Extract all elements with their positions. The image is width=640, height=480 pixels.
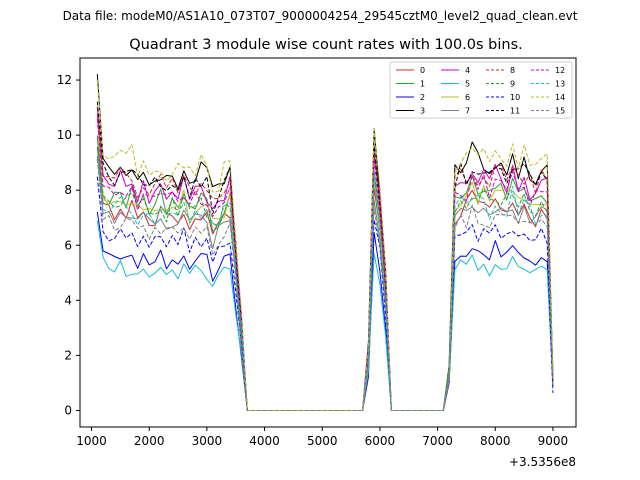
legend-box [389,61,573,119]
x-tick-label: 1000 [76,434,107,448]
plot-area: 1000 2000 3000 4000 5000 6000 7000 8000 9000 0 2 4 6… [57,57,577,448]
x-tick-label: 2000 [134,434,165,448]
x-offset-label: +3.5356e8 [509,455,576,469]
legend-label-2: 2 [420,93,425,102]
axes-frame [79,57,577,428]
x-tick-label: 5000 [307,434,338,448]
y-tick-label: 2 [64,348,72,362]
legend-label-7: 7 [465,107,470,116]
x-tick-label: 8000 [480,434,511,448]
x-tick-label: 3000 [192,434,223,448]
x-tick-label: 9000 [538,434,569,448]
legend-label-15: 15 [555,107,565,116]
series-line-15 [96,158,554,411]
legend-label-5: 5 [465,80,470,89]
legend-label-6: 6 [465,93,470,102]
legend-label-14: 14 [555,93,565,102]
legend-label-12: 12 [555,66,565,75]
series-line-0 [96,146,554,411]
series-line-3 [96,74,554,411]
series-line-6 [96,116,554,411]
chart-suptitle: Data file: modeM0/AS1A10_073T07_90000042… [63,9,578,23]
x-tick-label: 4000 [249,434,280,448]
legend-label-0: 0 [420,66,425,75]
series-line-5 [96,220,554,411]
x-tick-label: 7000 [422,434,453,448]
y-tick-label: 8 [64,183,72,197]
series-line-2 [96,211,554,411]
y-tick-label: 12 [57,73,72,87]
legend-label-4: 4 [465,66,470,75]
x-tick-label: 6000 [365,434,396,448]
chart-title: Quadrant 3 module wise count rates with … [129,37,523,53]
y-tick-label: 10 [57,128,72,142]
legend-label-1: 1 [420,80,425,89]
series-line-4 [96,106,554,411]
y-tick-label: 0 [64,403,72,417]
series-line-13 [96,148,554,411]
y-tick-label: 4 [64,293,72,307]
series-line-11 [96,101,554,411]
series-line-9 [96,135,554,411]
legend-label-13: 13 [555,80,565,89]
legend-label-8: 8 [510,66,515,75]
y-tick-label: 6 [64,238,72,252]
series-line-8 [96,113,554,411]
legend-label-11: 11 [510,107,520,116]
legend-label-10: 10 [510,93,520,102]
legend-label-3: 3 [420,107,425,116]
legend-label-9: 9 [510,80,515,89]
